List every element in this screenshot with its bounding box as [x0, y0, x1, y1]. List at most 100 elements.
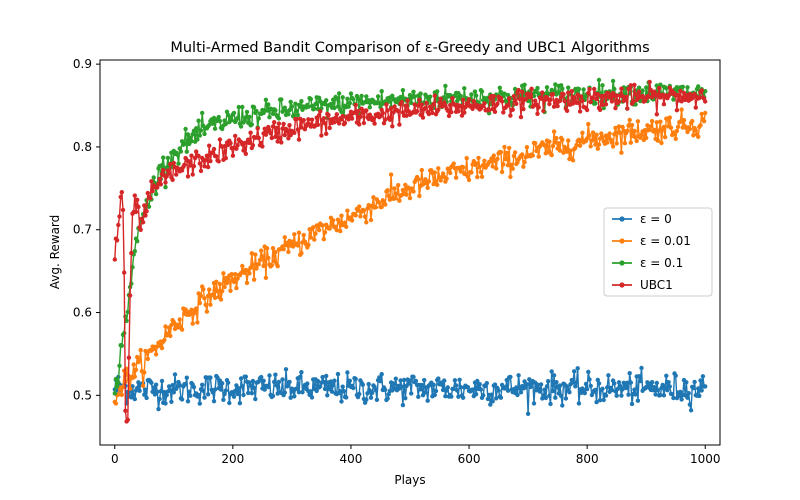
- data-point: [490, 164, 495, 169]
- data-point: [605, 140, 610, 145]
- data-point: [494, 396, 499, 401]
- data-point: [469, 170, 474, 175]
- data-point: [543, 395, 548, 401]
- data-point: [205, 164, 211, 170]
- data-point: [616, 380, 622, 385]
- data-point: [561, 92, 566, 97]
- data-point: [218, 297, 224, 302]
- data-point: [127, 293, 133, 298]
- data-point: [374, 397, 380, 402]
- data-point: [699, 388, 704, 393]
- data-point: [163, 324, 168, 329]
- data-point: [236, 386, 241, 391]
- data-point: [208, 375, 213, 380]
- data-point: [524, 382, 530, 387]
- data-point: [693, 128, 698, 133]
- data-point: [289, 239, 295, 244]
- data-point: [497, 85, 502, 91]
- data-point: [511, 94, 517, 99]
- data-point: [140, 383, 146, 388]
- data-point: [551, 104, 557, 109]
- data-point: [331, 382, 336, 388]
- data-point: [433, 179, 439, 184]
- data-point: [484, 381, 489, 386]
- data-point: [559, 393, 564, 399]
- series-markers: [112, 365, 708, 416]
- data-point: [371, 195, 376, 200]
- data-point: [347, 100, 352, 106]
- data-point: [681, 90, 687, 96]
- data-point: [338, 228, 343, 234]
- data-point: [510, 107, 515, 112]
- data-point: [184, 149, 189, 154]
- data-point: [292, 394, 297, 399]
- data-point: [220, 126, 225, 132]
- data-point: [684, 380, 689, 385]
- data-point: [512, 150, 518, 155]
- data-point: [553, 82, 558, 87]
- data-point: [196, 392, 201, 398]
- legend: ε = 0 ε = 0.01 ε = 0.1 UBC1: [603, 207, 713, 297]
- data-point: [649, 95, 655, 100]
- data-point: [132, 374, 137, 379]
- data-point: [620, 124, 625, 130]
- y-tick-label: 0.6: [73, 306, 92, 320]
- data-point: [592, 135, 597, 140]
- data-point: [411, 189, 416, 194]
- data-point: [341, 389, 347, 394]
- data-point: [403, 103, 408, 108]
- data-point: [400, 402, 406, 408]
- data-point: [546, 379, 551, 384]
- x-tick-label: 200: [221, 452, 244, 466]
- data-point: [652, 385, 657, 390]
- data-point: [272, 120, 277, 125]
- data-point: [386, 193, 391, 199]
- data-point: [567, 390, 572, 395]
- data-point: [145, 356, 150, 362]
- data-point: [517, 96, 522, 102]
- legend-marker: [619, 260, 625, 266]
- axes-frame: [99, 59, 721, 446]
- data-point: [616, 99, 622, 104]
- data-point: [172, 372, 178, 377]
- data-point: [179, 168, 185, 173]
- data-point: [664, 373, 669, 378]
- data-point: [528, 384, 533, 390]
- data-point: [613, 105, 618, 111]
- data-point: [498, 395, 504, 400]
- data-point: [687, 402, 693, 407]
- data-point: [198, 168, 204, 174]
- data-point: [228, 288, 233, 293]
- data-point: [197, 133, 202, 138]
- data-point: [466, 177, 472, 183]
- data-point: [470, 387, 475, 392]
- x-axis: 0 200 400 600 800 1000: [111, 445, 721, 466]
- data-point: [488, 402, 493, 407]
- data-point: [667, 384, 672, 389]
- data-point: [577, 109, 583, 114]
- data-point: [453, 383, 459, 388]
- data-point: [644, 85, 649, 90]
- data-point: [251, 385, 257, 391]
- data-point: [155, 185, 160, 190]
- data-point: [379, 89, 384, 94]
- data-point: [158, 182, 163, 187]
- x-tick-label: 1000: [690, 452, 721, 466]
- data-point: [625, 128, 630, 134]
- data-point: [357, 391, 362, 397]
- data-point: [692, 91, 697, 97]
- data-point: [496, 388, 501, 393]
- legend-label: ε = 0.01: [640, 234, 691, 248]
- data-point: [244, 280, 250, 286]
- data-point: [364, 220, 369, 225]
- data-point: [502, 144, 507, 150]
- data-point: [527, 377, 532, 382]
- data-point: [425, 398, 430, 403]
- data-point: [505, 103, 511, 108]
- data-point: [531, 401, 537, 406]
- data-point: [332, 120, 337, 125]
- data-point: [168, 388, 173, 393]
- data-point: [600, 83, 605, 88]
- data-point: [412, 102, 417, 107]
- data-point: [521, 106, 526, 112]
